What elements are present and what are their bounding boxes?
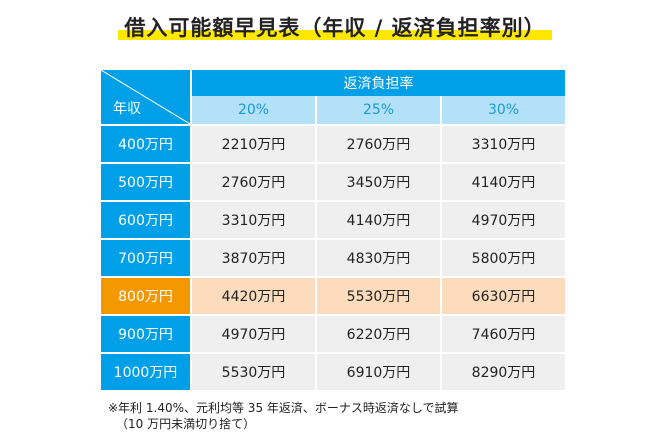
footnote-line-2: （10 万円未満切り捨て） <box>116 417 256 431</box>
income-label: 500万円 <box>101 164 192 202</box>
table-cell: 6910万円 <box>315 354 442 392</box>
table-cell: 4830万円 <box>315 240 442 278</box>
table-cell: 4970万円 <box>192 316 315 354</box>
title-area: 借入可能額早見表（年収 / 返済負担率別） <box>0 14 670 42</box>
header-row-rates: 20% 25% 30% <box>101 95 565 126</box>
table-cell: 4140万円 <box>442 164 565 202</box>
income-label-highlighted: 800万円 <box>101 278 192 316</box>
table-cell: 2760万円 <box>315 126 442 164</box>
rate-header-25: 25% <box>315 95 442 126</box>
table-row: 500万円 2760万円 3450万円 4140万円 <box>101 164 565 202</box>
table-cell: 3450万円 <box>315 164 442 202</box>
income-header-label: 年収 <box>113 101 141 117</box>
table-cell: 5530万円 <box>192 354 315 392</box>
table-row: 1000万円 5530万円 6910万円 8290万円 <box>101 354 565 392</box>
table-cell: 2210万円 <box>192 126 315 164</box>
income-label: 700万円 <box>101 240 192 278</box>
table-cell-highlighted: 5530万円 <box>315 278 442 316</box>
income-label: 900万円 <box>101 316 192 354</box>
table-row: 400万円 2210万円 2760万円 3310万円 <box>101 126 565 164</box>
footnote: ※年利 1.40%、元利均等 35 年返済、ボーナス時返済なしで試算 （10 万… <box>108 400 459 432</box>
table-cell: 5800万円 <box>442 240 565 278</box>
table-cell: 3310万円 <box>192 202 315 240</box>
rate-header-30: 30% <box>442 95 565 126</box>
footnote-line-1: ※年利 1.40%、元利均等 35 年返済、ボーナス時返済なしで試算 <box>108 401 459 415</box>
page-title: 借入可能額早見表（年収 / 返済負担率別） <box>118 14 552 42</box>
table-row: 900万円 4970万円 6220万円 7460万円 <box>101 316 565 354</box>
table-cell-highlighted: 4420万円 <box>192 278 315 316</box>
repayment-ratio-header: 返済負担率 <box>192 70 565 96</box>
corner-cell: 年収 <box>101 70 192 126</box>
table-row: 600万円 3310万円 4140万円 4970万円 <box>101 202 565 240</box>
table-cell: 2760万円 <box>192 164 315 202</box>
diagonal-line <box>101 70 190 124</box>
header-row-main: 年収 返済負担率 <box>101 70 565 126</box>
income-label: 400万円 <box>101 126 192 164</box>
income-label: 600万円 <box>101 202 192 240</box>
table-cell-highlighted: 6630万円 <box>442 278 565 316</box>
table-cell: 3870万円 <box>192 240 315 278</box>
table-cell: 3310万円 <box>442 126 565 164</box>
rate-header-20: 20% <box>192 95 315 126</box>
income-label: 1000万円 <box>101 354 192 392</box>
table-cell: 6220万円 <box>315 316 442 354</box>
table-cell: 4970万円 <box>442 202 565 240</box>
table-cell: 7460万円 <box>442 316 565 354</box>
loan-table: 年収 返済負担率 20% 25% 30% 400万円 2210万円 2760万円… <box>101 70 565 392</box>
table-cell: 4140万円 <box>315 202 442 240</box>
table-cell: 8290万円 <box>442 354 565 392</box>
table-row-highlighted: 800万円 4420万円 5530万円 6630万円 <box>101 278 565 316</box>
table-row: 700万円 3870万円 4830万円 5800万円 <box>101 240 565 278</box>
